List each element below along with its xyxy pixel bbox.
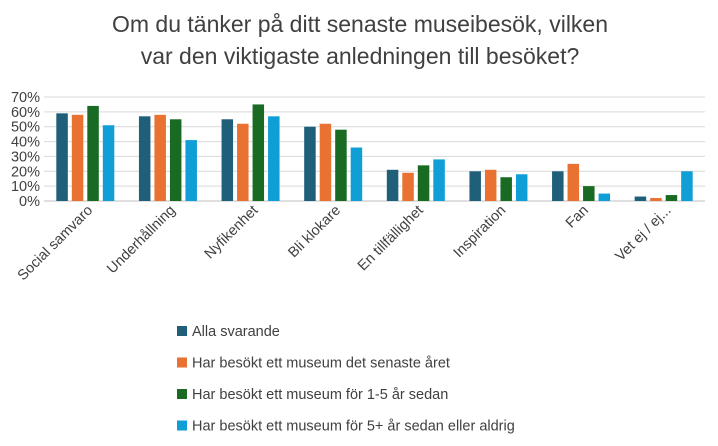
bar bbox=[634, 196, 647, 201]
y-tick-label: 70% bbox=[11, 90, 40, 106]
chart-title-line-2: var den viktigaste anledningen till besö… bbox=[141, 43, 580, 69]
bar bbox=[484, 169, 497, 201]
bar bbox=[500, 177, 512, 201]
legend-swatch bbox=[177, 389, 187, 399]
bar bbox=[350, 147, 363, 201]
bar bbox=[552, 171, 564, 201]
bar bbox=[402, 172, 414, 201]
legend: Alla svarande Har besökt ett museum det s… bbox=[177, 324, 515, 435]
y-axis: 0%10%20%30%40%50%60%70% bbox=[11, 90, 40, 210]
bar bbox=[304, 126, 316, 201]
bar bbox=[417, 165, 430, 201]
bar bbox=[681, 171, 693, 201]
bar bbox=[71, 114, 84, 201]
bar bbox=[515, 174, 528, 201]
chart-title-line-1: Om du tänker på ditt senaste museibesök,… bbox=[112, 11, 608, 37]
y-tick-label: 30% bbox=[11, 149, 40, 165]
x-axis: Social samvaro Underhållning Nyfikenhet Bli… bbox=[15, 203, 675, 284]
x-tick-label: En tillfällighet bbox=[355, 203, 427, 275]
bar bbox=[56, 113, 68, 201]
y-tick-label: 60% bbox=[11, 105, 40, 121]
bar bbox=[268, 116, 280, 201]
bar bbox=[567, 163, 580, 201]
x-tick-label: Vet ej / ej... bbox=[612, 203, 674, 265]
x-tick-label: Underhållning bbox=[104, 203, 179, 278]
bar bbox=[185, 140, 197, 201]
bar bbox=[237, 123, 249, 201]
y-tick-label: 50% bbox=[11, 120, 40, 136]
bar bbox=[154, 114, 166, 201]
bar bbox=[221, 119, 234, 201]
legend-label: Har besökt ett museum det senaste året bbox=[192, 356, 450, 372]
bar bbox=[169, 119, 182, 201]
bar bbox=[583, 186, 595, 201]
x-tick-label: Inspiration bbox=[451, 203, 510, 262]
bar bbox=[319, 123, 332, 201]
bar bbox=[598, 193, 611, 201]
legend-label: Har besökt ett museum för 5+ år sedan el… bbox=[192, 419, 515, 435]
legend-label: Alla svarande bbox=[192, 324, 280, 340]
bar bbox=[102, 125, 115, 201]
x-tick-label: Nyfikenhet bbox=[202, 203, 262, 263]
gridlines bbox=[44, 96, 705, 202]
x-tick-label: Social samvaro bbox=[15, 203, 96, 284]
y-tick-label: 0% bbox=[19, 194, 40, 210]
y-tick-label: 40% bbox=[11, 135, 40, 151]
legend-swatch bbox=[177, 326, 187, 336]
y-tick-label: 10% bbox=[11, 179, 40, 195]
legend-swatch bbox=[177, 357, 187, 368]
bar bbox=[665, 195, 678, 201]
bar bbox=[87, 105, 99, 201]
bar bbox=[252, 104, 265, 201]
legend-label: Har besökt ett museum för 1-5 år sedan bbox=[192, 387, 448, 403]
bar bbox=[386, 169, 399, 201]
chart-title: Om du tänker på ditt senaste museibesök,… bbox=[112, 11, 608, 69]
x-tick-label: Bli klokare bbox=[285, 203, 344, 262]
bar bbox=[650, 198, 662, 201]
bar bbox=[335, 129, 347, 201]
y-tick-label: 20% bbox=[11, 164, 40, 180]
bars bbox=[56, 104, 693, 201]
bar bbox=[469, 171, 481, 201]
bar bbox=[138, 116, 151, 201]
bar bbox=[433, 159, 445, 201]
x-tick-label: Fan bbox=[563, 203, 592, 232]
legend-swatch bbox=[177, 420, 187, 431]
